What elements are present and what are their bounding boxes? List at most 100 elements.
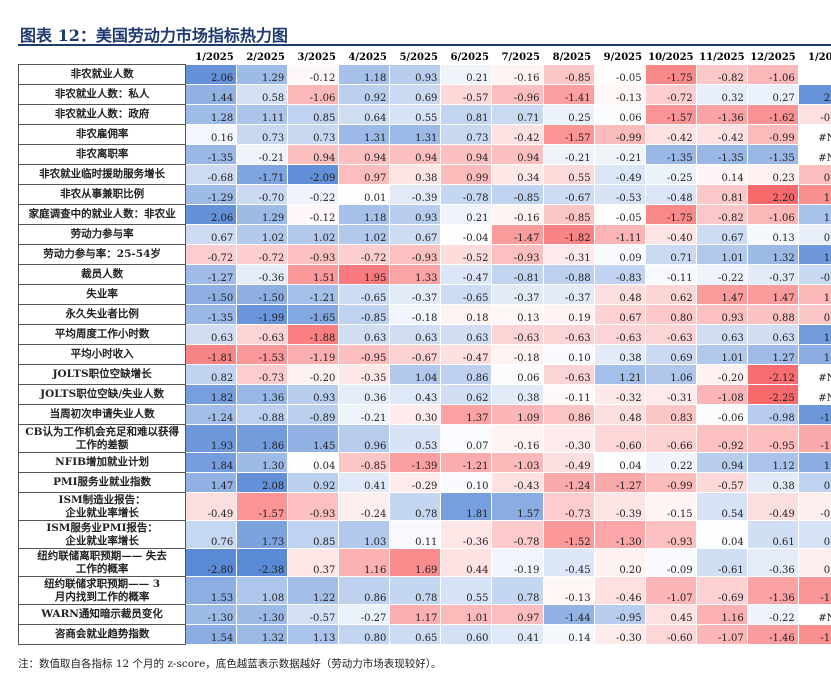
heat-cell: -1.24 [542,472,595,493]
heat-cell: 0.53 [389,424,442,453]
heat-cell: 1.57 [491,492,544,521]
table-row: JOLTS职位空缺/失业人数 1.82 1.36 0.93 0.36 0.43 0.62 0.… [18,384,831,405]
heat-cell: -0.21 [236,144,289,165]
table-row: 非农从事兼职比例 -1.29 -0.70 -0.22 0.01 -0.39 -0.78 -0.… [18,184,831,205]
title: 图表 12：美国劳动力市场指标热力图 [20,26,288,45]
heat-cell: 0.63 [746,324,799,345]
heat-cell: 0.63 [440,324,493,345]
heat-cell: 0.31 [797,224,831,245]
heat-cell: -0.05 [593,64,646,85]
heat-cell: 0.93 [389,204,442,225]
heat-cell: 0.01 [338,184,391,205]
row-label: 纽约联储离职预期—— 失去 工作的概率 [18,548,187,577]
heat-cell: -0.04 [440,224,493,245]
heat-cell: 1.33 [389,264,442,285]
row-label: 非农从事兼职比例 [18,184,187,205]
heat-cell [797,64,831,85]
heat-cell: 0.93 [287,384,340,405]
table-row: 劳动力参与率：25-54岁 -0.72 -0.72 -0.93 -0.72 -0.93 -0… [18,244,831,265]
heat-cell: 1.31 [338,124,391,145]
heat-cell: 0.43 [389,384,442,405]
heat-cell: 1.02 [236,224,289,245]
table-row: NFIB增加就业计划 1.84 1.30 0.04 -0.85 -1.39 -1.21 -1.… [18,452,831,473]
heat-cell: 1.53 [185,576,238,605]
table-row: 平均小时收入 -1.81 -1.53 -1.19 -0.95 -0.67 -0.47 -0.1… [18,344,831,365]
table-row: 非农雇佣率 0.16 0.73 0.73 1.31 1.31 0.73 -0.42 -1.57-… [18,124,831,145]
heat-cell: -1.55 [797,576,831,605]
heat-cell: 1.55 [797,344,831,365]
heat-cell: 0.80 [644,304,697,325]
heat-cell: 1.01 [440,604,493,625]
heat-cell: 1.01 [695,244,748,265]
heat-cell: -0.95 [746,424,799,453]
heat-cell: -1.03 [491,452,544,473]
table-row: 非农就业临时援助服务增长 -0.68 -1.71 -2.09 0.97 0.38 0.99 0… [18,164,831,185]
heat-cell: 0.38 [593,344,646,365]
heat-cell: 1.36 [236,384,289,405]
heat-cell: 0.10 [440,472,493,493]
row-label: 裁员人数 [18,264,187,285]
heat-cell: #N/A [797,364,831,385]
heat-cell: 0.25 [542,104,595,125]
heat-cell: -0.22 [287,184,340,205]
heat-cell: -1.50 [185,284,238,305]
heat-cell: -0.30 [542,424,595,453]
heat-cell: 0.63 [185,324,238,345]
heat-cell: -0.82 [695,204,748,225]
heat-cell: 1.02 [338,224,391,245]
heat-cell: 0.97 [491,604,544,625]
heat-cell: 1.13 [287,624,340,645]
column-header: 7/2025 [501,51,541,63]
heat-cell: -0.99 [593,124,646,145]
table-row: JOLTS职位空缺增长 0.82 -0.73 -0.20 -0.35 1.04 0.86 0.… [18,364,831,385]
heat-cell: 1.29 [236,204,289,225]
heat-cell: 0.41 [338,472,391,493]
table-row: 非农就业人数 2.06 1.29 -0.12 1.18 0.93 0.21 -0.16 -0.8… [18,64,831,85]
heat-cell: 0.20 [593,548,646,577]
heat-cell: -0.21 [338,404,391,425]
heat-cell: -0.67 [389,344,442,365]
heat-cell: 0.18 [440,304,493,325]
heat-cell: 1.32 [236,624,289,645]
heat-cell: 0.14 [695,164,748,185]
heat-cell: 0.55 [797,520,831,549]
row-label: 非农雇佣率 [18,124,187,145]
heat-cell: -0.15 [644,492,697,521]
row-label: PMI服务业就业指数 [18,472,187,493]
heat-cell: -0.52 [440,244,493,265]
heat-cell: 0.06 [593,104,646,125]
heat-cell: -0.70 [236,184,289,205]
heat-cell: 0.25 [797,548,831,577]
heat-cell: 0.73 [287,124,340,145]
heat-cell: -1.57 [542,124,595,145]
heat-cell: 0.99 [440,164,493,185]
heat-cell: -0.39 [593,492,646,521]
heat-cell: -0.93 [389,244,442,265]
heat-cell: -1.35 [695,144,748,165]
heat-cell: -0.36 [440,520,493,549]
heat-cell: -1.35 [644,144,697,165]
heat-cell: -0.69 [695,576,748,605]
heat-cell: -0.57 [287,604,340,625]
heat-cell: -1.36 [746,576,799,605]
row-label: ISM服务业PMI报告： 企业就业率增长 [18,520,187,549]
heat-cell: 1.30 [236,452,289,473]
heat-cell: -0.89 [287,404,340,425]
heat-cell: 0.94 [491,144,544,165]
heat-cell: 0.86 [338,576,391,605]
row-label: 永久失业者比例 [18,304,187,325]
heat-cell: 0.60 [440,624,493,645]
heat-cell: 0.55 [389,104,442,125]
heat-cell: #N/A [797,124,831,145]
heat-cell: 0.04 [593,452,646,473]
heat-cell: 1.45 [287,424,340,453]
heat-cell: -0.66 [644,424,697,453]
heat-cell: 0.45 [644,604,697,625]
heat-cell: -0.82 [695,64,748,85]
heat-cell: 0.80 [338,624,391,645]
heat-cell: 1.95 [338,264,391,285]
heat-cell: 0.55 [440,576,493,605]
heat-cell: -0.72 [644,84,697,105]
table-row: ISM服务业PMI报告： 企业就业率增长 0.76 1.73 0.85 1.03 0.11… [18,520,831,549]
heat-cell: 2.08 [236,472,289,493]
